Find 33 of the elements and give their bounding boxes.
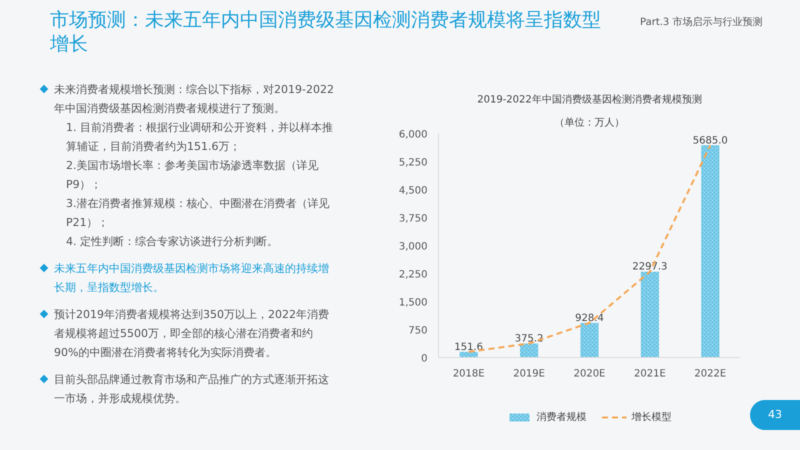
legend-label: 消费者规模 xyxy=(536,410,586,424)
chart-title: 2019-2022年中国消费级基因检测消费者规模预测 xyxy=(477,94,702,106)
x-tick-label: 2021E xyxy=(634,368,666,380)
y-tick-label: 3,750 xyxy=(398,214,428,224)
x-tick-label: 2022E xyxy=(694,368,726,380)
text: 1. 目前消费者：根据行业调研和公开资料，并以样本推算辅证，目前消费者约为151.6万； xyxy=(66,120,334,155)
text: 4. 定性判断：综合专家访谈进行分析判断。 xyxy=(66,234,279,250)
x-tick-label: 2020E xyxy=(574,368,606,380)
legend-label: 增长模型 xyxy=(632,410,672,424)
y-tick-label: 6,000 xyxy=(398,130,428,140)
data-label: 2297.3 xyxy=(632,262,668,273)
text: 预计2019年消费者规模将达到350万以上，2022年消费者规模将超过5500万，即全部的核心潜在消费者和约90%的中圈潜在消费者将转化为实际消费者。 xyxy=(54,307,330,361)
y-tick-label: 1,500 xyxy=(398,298,428,308)
text: 未来消费者规模增长预测：综合以下指标，对2019-2022年中国消费级基因检测消费者规模进行了预测。 xyxy=(54,82,335,117)
text: Part.3 市场启示与行业预测 xyxy=(640,16,762,30)
y-tick-label: 0 xyxy=(421,354,428,364)
text: 2.美国市场增长率：参考美国市场渗透率数据（详见P9）； xyxy=(66,158,320,193)
text: 3.潜在消费者推算规模：核心、中圈潜在消费者（详见P21）； xyxy=(66,196,330,231)
y-tick-label: 750 xyxy=(408,326,428,336)
data-label: 151.6 xyxy=(454,342,484,353)
y-tick-label: 5,250 xyxy=(398,158,428,168)
x-tick-label: 2019E xyxy=(513,368,545,380)
chart-subtitle: （单位：万人） xyxy=(554,116,624,128)
text: 市场预测：未来五年内中国消费级基因检测消费者规模将呈指数型增长 xyxy=(50,8,602,56)
x-tick-label: 2018E xyxy=(452,368,485,380)
y-tick-label: 4,500 xyxy=(398,186,428,196)
data-label: 928.4 xyxy=(575,312,604,324)
text: 43 xyxy=(750,400,800,430)
y-tick-label: 2,250 xyxy=(398,270,428,280)
y-tick-label: 3,000 xyxy=(398,242,428,252)
data-label: 5685.0 xyxy=(692,135,728,146)
text: 目前头部品牌通过教育市场和产品推广的方式逐渐开拓这一市场，并形成规模优势。 xyxy=(54,372,330,407)
text: 未来五年内中国消费级基因检测市场将迎来高速的持续增长期，呈指数型增长。 xyxy=(54,261,330,296)
